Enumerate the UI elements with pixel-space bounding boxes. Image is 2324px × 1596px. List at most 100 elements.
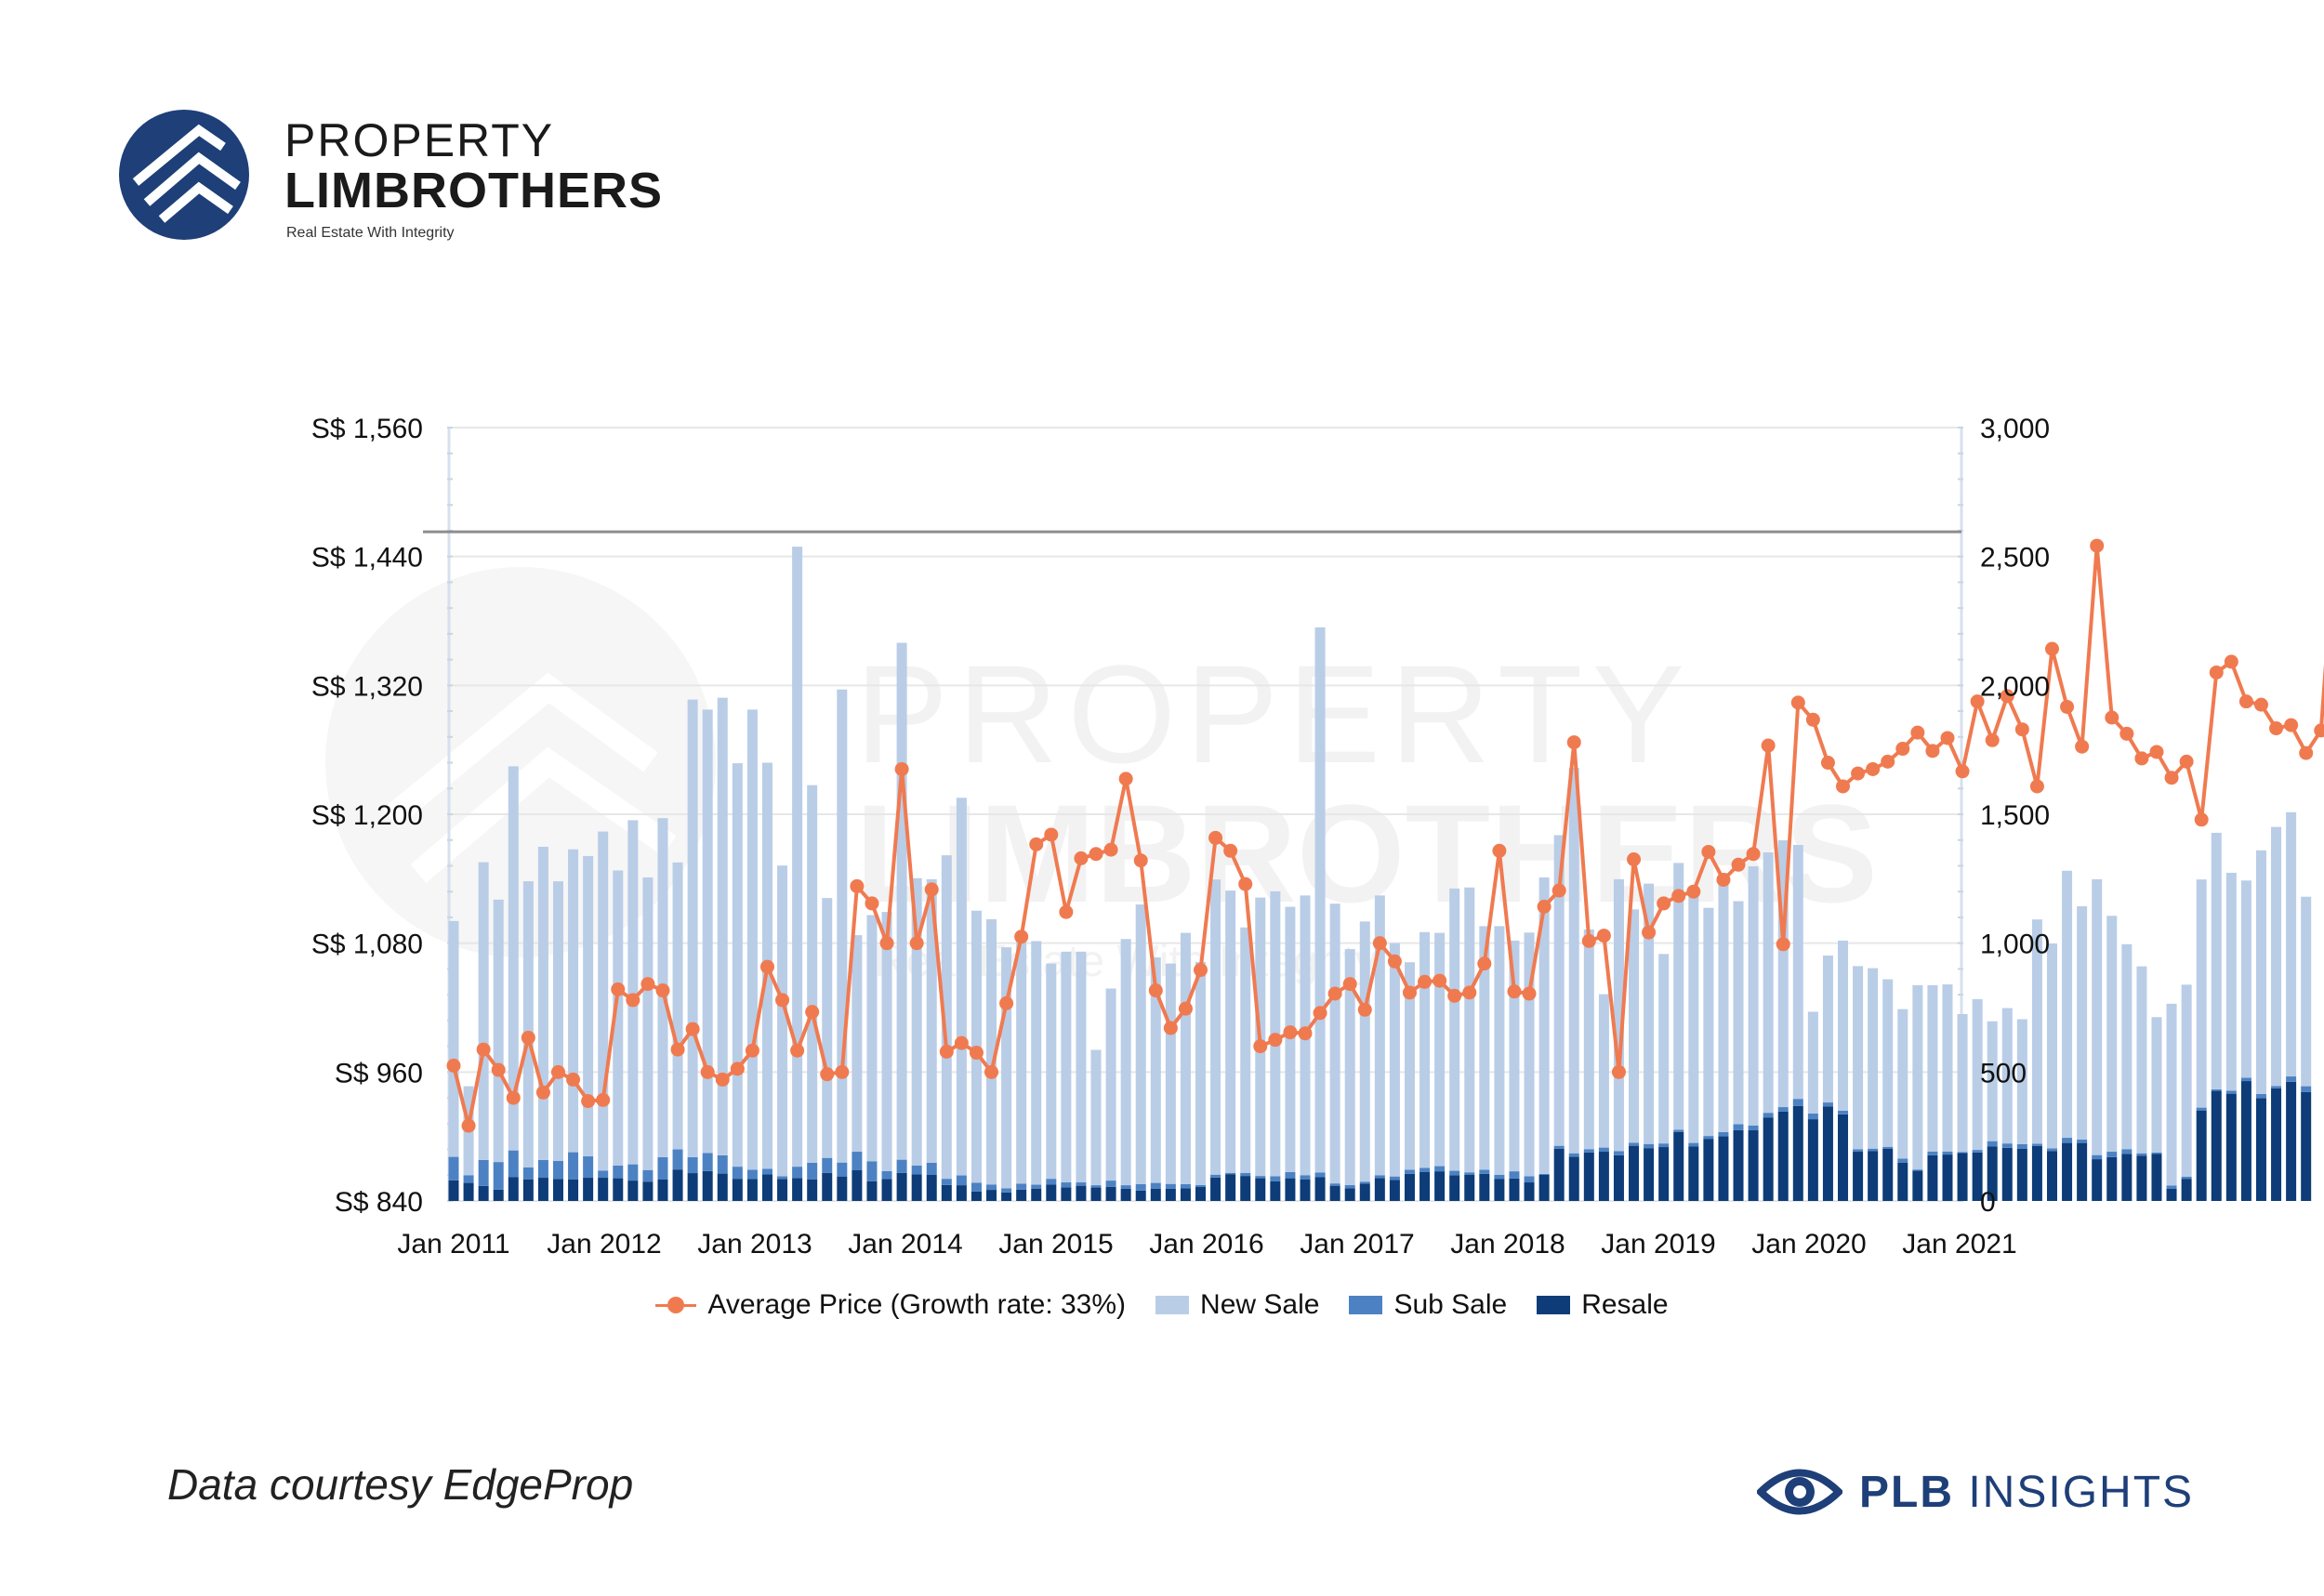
bar-sub-sale <box>1344 1184 1355 1189</box>
bar-resale <box>627 1181 639 1201</box>
bar-new-sale <box>2106 916 2118 1153</box>
bar-resale <box>941 1184 952 1201</box>
plb-insights-text: PLB INSIGHTS <box>1859 1467 2194 1518</box>
bar-sub-sale <box>2106 1152 2118 1157</box>
price-point <box>685 1022 700 1036</box>
bar-new-sale <box>493 899 504 1163</box>
x-axis-tick-label: Jan 2016 <box>1149 1229 1263 1260</box>
bar-sub-sale <box>2301 1086 2312 1092</box>
bar-sub-sale <box>1359 1181 1370 1184</box>
bar-resale <box>881 1179 892 1201</box>
bar-resale <box>2031 1145 2042 1201</box>
bar-sub-sale <box>1195 1184 1206 1188</box>
bar-new-sale <box>1524 932 1535 1177</box>
bar-sub-sale <box>2136 1153 2147 1156</box>
bar-resale <box>777 1179 788 1201</box>
bar-sub-sale <box>478 1159 489 1186</box>
bar-resale <box>1449 1175 1460 1201</box>
bar-new-sale <box>687 699 698 1157</box>
bar-resale <box>1105 1186 1116 1201</box>
bar-sub-sale <box>552 1161 563 1180</box>
bar-new-sale <box>1165 963 1176 1184</box>
price-point <box>2134 751 2149 766</box>
bar-new-sale <box>2077 906 2088 1140</box>
bar-sub-sale <box>1255 1176 1266 1179</box>
legend-item-resale[interactable]: Resale <box>1537 1288 1669 1321</box>
bar-new-sale <box>2092 878 2103 1155</box>
price-point <box>1522 986 1537 1001</box>
price-point <box>2179 754 2194 769</box>
price-point <box>999 996 1014 1010</box>
price-point <box>1492 843 1507 858</box>
bar-sub-sale <box>1016 1183 1027 1190</box>
bar-resale <box>2151 1154 2162 1201</box>
bar-sub-sale <box>1658 1143 1670 1148</box>
price-point <box>2314 723 2324 738</box>
price-point <box>1059 904 1074 919</box>
bar-new-sale <box>2255 850 2266 1094</box>
bar-sub-sale <box>1046 1179 1057 1185</box>
bar-sub-sale <box>1927 1151 1938 1155</box>
bar-resale <box>2062 1142 2073 1201</box>
bar-new-sale <box>1404 962 1415 1170</box>
bar-resale <box>1240 1176 1251 1201</box>
price-point <box>835 1064 850 1079</box>
price-point <box>1507 984 1522 999</box>
bar-sub-sale <box>1733 1124 1744 1130</box>
bar-resale <box>2046 1151 2057 1201</box>
bar-new-sale <box>1538 877 1550 1174</box>
bar-new-sale <box>1733 901 1744 1125</box>
bar-new-sale <box>746 709 758 1170</box>
legend-item-sub[interactable]: Sub Sale <box>1349 1288 1507 1321</box>
price-point <box>1074 851 1089 865</box>
price-point <box>1208 830 1223 845</box>
legend-item-new[interactable]: New Sale <box>1155 1288 1319 1321</box>
bar-new-sale <box>1329 904 1340 1184</box>
bar-new-sale <box>956 798 967 1176</box>
price-point <box>1103 842 1118 857</box>
bar-new-sale <box>672 862 683 1150</box>
bar-resale <box>1255 1178 1266 1201</box>
bar-sub-sale <box>1673 1129 1684 1132</box>
price-point <box>1327 986 1342 1001</box>
price-line-series <box>446 538 2324 1133</box>
bar-sub-sale <box>1957 1152 1968 1154</box>
bar-sub-sale <box>1434 1166 1446 1172</box>
bar-new-sale <box>1644 883 1655 1144</box>
bar-sub-sale <box>2151 1152 2162 1154</box>
price-point <box>1776 937 1790 952</box>
bar-resale <box>1629 1145 1640 1201</box>
price-point <box>491 1062 506 1077</box>
bar-new-sale <box>2031 919 2042 1144</box>
left-axis-tick-label: S$ 1,560 <box>311 414 423 444</box>
bar-sub-sale <box>1464 1172 1475 1175</box>
bar-sub-sale <box>1553 1145 1565 1149</box>
bar-sub-sale <box>702 1153 713 1171</box>
bar-sub-sale <box>896 1159 907 1173</box>
price-point <box>715 1072 730 1087</box>
bar-resale <box>2301 1091 2312 1201</box>
bar-resale <box>2106 1156 2118 1201</box>
bar-sub-sale <box>687 1156 698 1174</box>
right-axis-tick-label: 1,000 <box>1980 930 2050 960</box>
bar-sub-sale <box>2001 1143 2013 1148</box>
bar-resale <box>1987 1146 1998 1201</box>
bar-resale <box>1389 1180 1400 1201</box>
bar-resale <box>1658 1147 1670 1201</box>
bar-resale <box>1972 1152 1983 1201</box>
x-axis-tick-label: Jan 2019 <box>1601 1229 1715 1260</box>
bar-new-sale <box>1777 840 1789 1108</box>
legend-item-price[interactable]: Average Price (Growth rate: 33%) <box>655 1288 1126 1321</box>
bar-sub-sale <box>1419 1167 1431 1172</box>
bar-new-sale <box>2240 880 2251 1078</box>
price-point <box>1089 847 1103 862</box>
bar-new-sale <box>1882 979 1894 1147</box>
price-point <box>2253 697 2268 712</box>
price-point <box>1433 973 1447 988</box>
bar-resale <box>1927 1154 1938 1201</box>
bar-sub-sale <box>1853 1149 1864 1153</box>
bar-new-sale <box>1314 627 1326 1173</box>
bar-resale <box>1882 1148 1894 1201</box>
bar-sub-sale <box>508 1150 519 1178</box>
